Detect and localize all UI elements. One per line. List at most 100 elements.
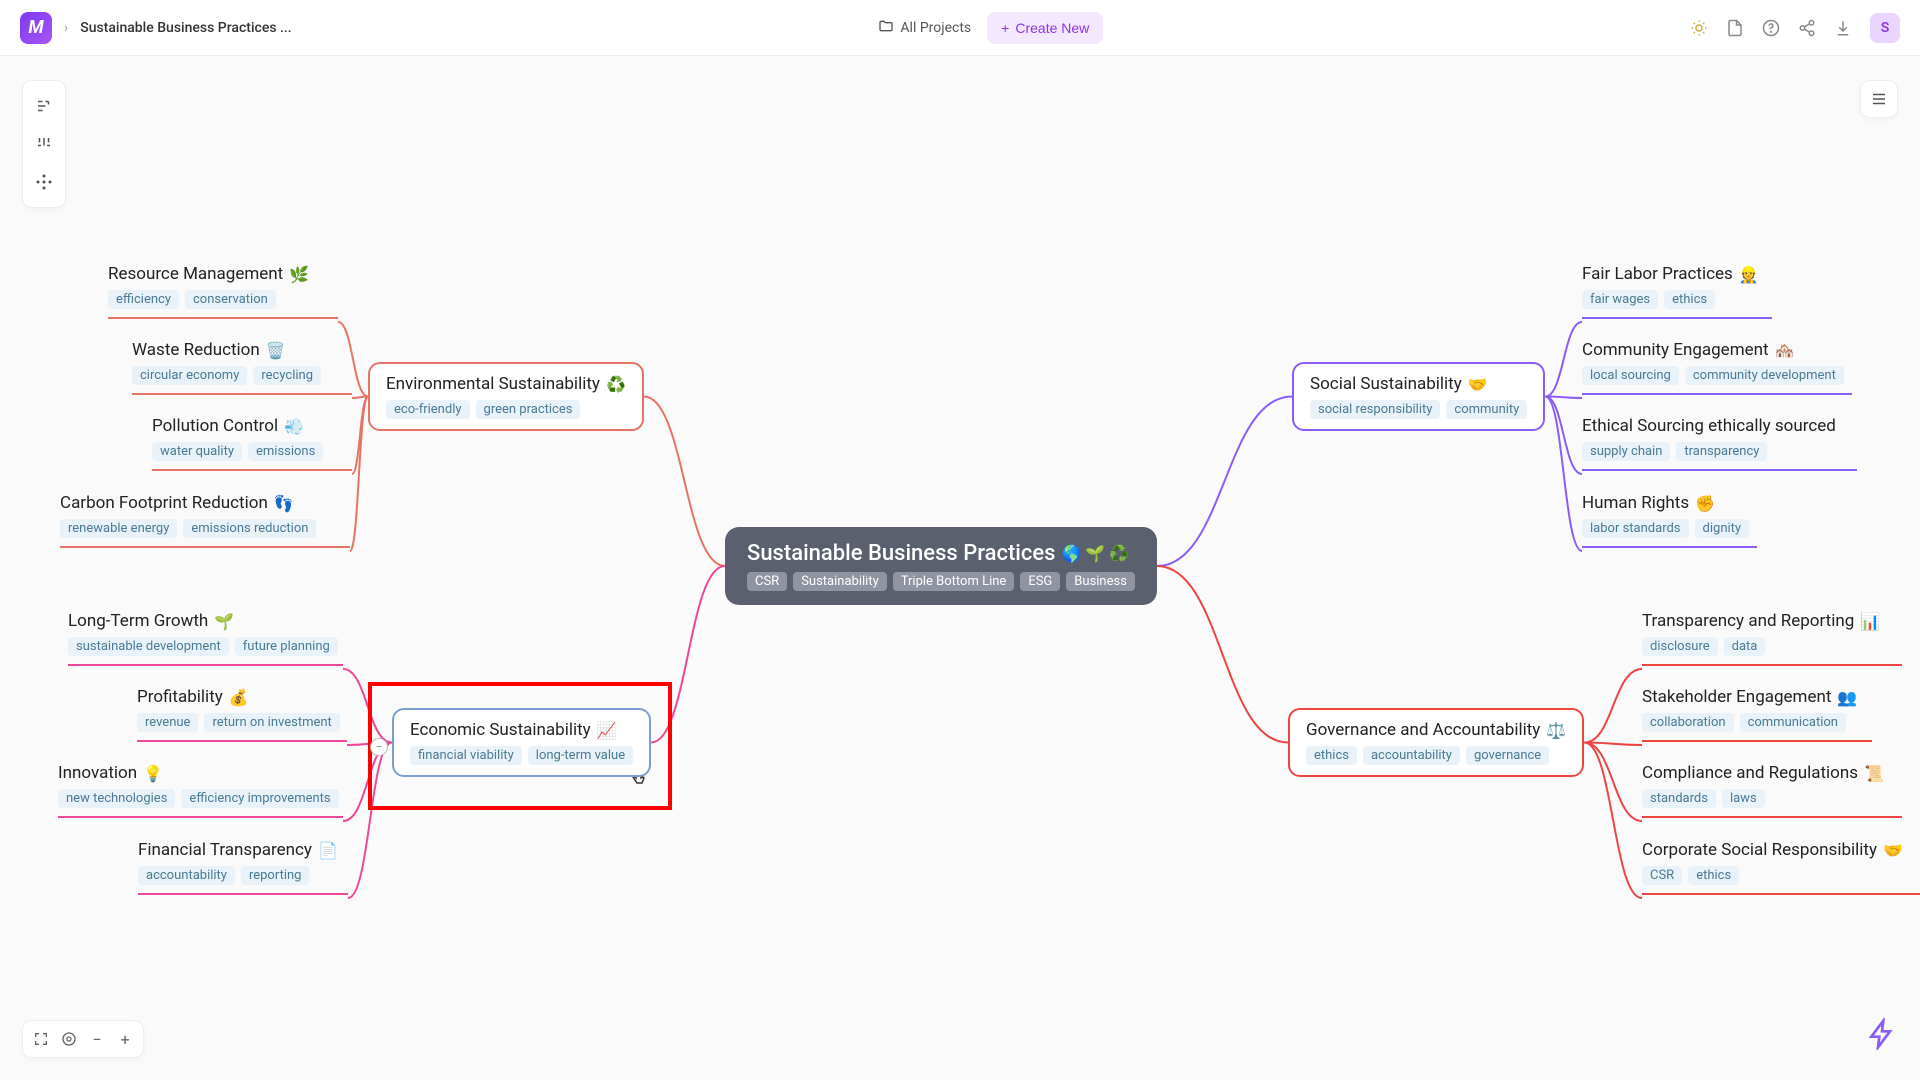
tag: laws bbox=[1722, 789, 1765, 808]
tag: circular economy bbox=[132, 366, 247, 385]
tag: recycling bbox=[253, 366, 321, 385]
tag: CSR bbox=[1642, 866, 1682, 885]
leaf-title: Corporate Social Responsibility bbox=[1642, 840, 1877, 860]
leaf-node[interactable]: Profitability💰revenuereturn on investmen… bbox=[137, 683, 347, 746]
tag: Triple Bottom Line bbox=[893, 572, 1015, 591]
header-right: S bbox=[1690, 13, 1900, 43]
leaf-divider bbox=[1642, 740, 1872, 742]
leaf-emoji: 💰 bbox=[229, 688, 249, 707]
leaf-tags: disclosure data bbox=[1642, 637, 1902, 656]
branch-emoji: 🤝 bbox=[1468, 375, 1488, 394]
tag: collaboration bbox=[1642, 713, 1734, 732]
leaf-node[interactable]: Fair Labor Practices👷fair wagesethics bbox=[1582, 260, 1772, 323]
leaf-node[interactable]: Waste Reduction🗑️circular economyrecycli… bbox=[132, 336, 352, 399]
branch-title: Economic Sustainability bbox=[410, 720, 591, 740]
leaf-node[interactable]: Compliance and Regulations📜standardslaws bbox=[1642, 759, 1902, 822]
tag: governance bbox=[1466, 746, 1549, 765]
leaf-node[interactable]: Long-Term Growth🌱sustainable development… bbox=[68, 607, 343, 670]
branch-node-social[interactable]: Social Sustainability 🤝 social responsibil… bbox=[1292, 362, 1545, 431]
leaf-title: Resource Management bbox=[108, 264, 283, 284]
leaf-node[interactable]: Ethical Sourcing ethically sourcedsupply… bbox=[1582, 412, 1857, 475]
leaf-divider bbox=[1582, 317, 1772, 319]
leaf-tags: sustainable developmentfuture planning bbox=[68, 637, 343, 656]
branch-node-gov[interactable]: Governance and Accountability⚖️ethicsacc… bbox=[1288, 708, 1584, 777]
leaf-tags: water qualityemissions bbox=[152, 442, 352, 461]
branch-title: Social Sustainability bbox=[1310, 374, 1462, 394]
tag: financial viability bbox=[410, 746, 522, 765]
help-icon[interactable] bbox=[1762, 19, 1780, 37]
leaf-title: Human Rights bbox=[1582, 493, 1689, 513]
tag: social responsibility bbox=[1310, 400, 1440, 419]
leaf-node[interactable]: Transparency and Reporting📊disclosuredat… bbox=[1642, 607, 1902, 670]
leaf-emoji: 🏘️ bbox=[1775, 341, 1795, 360]
create-new-button[interactable]: + Create New bbox=[987, 12, 1103, 44]
leaf-node[interactable]: Pollution Control💨water qualityemissions bbox=[152, 412, 352, 475]
tag: Sustainability bbox=[793, 572, 887, 591]
leaf-divider bbox=[1582, 546, 1757, 548]
leaf-tags: standardslaws bbox=[1642, 789, 1902, 808]
leaf-divider bbox=[60, 546, 350, 548]
leaf-node[interactable]: Community Engagement🏘️local sourcingcomm… bbox=[1582, 336, 1852, 399]
tag: labor standards bbox=[1582, 519, 1689, 538]
header-center: All Projects + Create New bbox=[878, 12, 1103, 44]
tag: green practices bbox=[476, 400, 581, 419]
leaf-divider bbox=[1582, 469, 1857, 471]
header-left: M › Sustainable Business Practices ... bbox=[20, 12, 292, 44]
tag: Business bbox=[1066, 572, 1135, 591]
leaf-node[interactable]: Resource Management🌿efficiencyconservati… bbox=[108, 260, 338, 323]
leaf-divider bbox=[68, 664, 343, 666]
tag: data bbox=[1724, 637, 1766, 656]
branch-tags: social responsibilitycommunity bbox=[1310, 400, 1527, 419]
center-button[interactable] bbox=[55, 1025, 83, 1053]
leaf-tags: local sourcingcommunity development bbox=[1582, 366, 1852, 385]
tag: communication bbox=[1740, 713, 1846, 732]
leaf-divider bbox=[138, 893, 348, 895]
fullscreen-button[interactable] bbox=[27, 1025, 55, 1053]
leaf-node[interactable]: Human Rights✊labor standardsdignity bbox=[1582, 489, 1757, 552]
leaf-node[interactable]: Innovation💡new technologiesefficiency im… bbox=[58, 759, 343, 822]
leaf-node[interactable]: Carbon Footprint Reduction👣renewable ene… bbox=[60, 489, 350, 552]
leaf-emoji: 🌿 bbox=[289, 265, 309, 284]
tag: future planning bbox=[235, 637, 338, 656]
tag: fair wages bbox=[1582, 290, 1658, 309]
doc-title[interactable]: Sustainable Business Practices ... bbox=[80, 20, 291, 36]
leaf-node[interactable]: Corporate Social Responsibility🤝CSRethic… bbox=[1642, 836, 1920, 899]
user-avatar[interactable]: S bbox=[1870, 13, 1900, 43]
leaf-emoji: ✊ bbox=[1695, 494, 1715, 513]
app-logo[interactable]: M bbox=[20, 12, 52, 44]
breadcrumb-sep: › bbox=[64, 20, 68, 36]
leaf-tags: CSRethics bbox=[1642, 866, 1920, 885]
zoom-in-button[interactable]: + bbox=[111, 1025, 139, 1053]
tag: disclosure bbox=[1642, 637, 1718, 656]
leaf-divider bbox=[132, 393, 352, 395]
bolt-icon[interactable] bbox=[1866, 1018, 1898, 1058]
leaf-tags: accountabilityreporting bbox=[138, 866, 348, 885]
theme-icon[interactable] bbox=[1690, 19, 1708, 37]
branch-title: Governance and Accountability bbox=[1306, 720, 1540, 740]
branch-emoji: ♻️ bbox=[606, 375, 626, 394]
collapse-handle[interactable]: − bbox=[370, 738, 388, 756]
branch-node-env[interactable]: Environmental Sustainability♻️eco-friend… bbox=[368, 362, 644, 431]
root-node[interactable]: Sustainable Business Practices 🌎 🌱 ♻️ CS… bbox=[725, 527, 1157, 605]
document-icon[interactable] bbox=[1726, 19, 1744, 37]
leaf-divider bbox=[1642, 664, 1902, 666]
tag: accountability bbox=[138, 866, 235, 885]
tag: ethics bbox=[1306, 746, 1357, 765]
leaf-tags: supply chaintransparency bbox=[1582, 442, 1857, 461]
all-projects-label: All Projects bbox=[900, 20, 971, 36]
all-projects-link[interactable]: All Projects bbox=[878, 18, 971, 38]
root-tags: CSRSustainabilityTriple Bottom LineESGBu… bbox=[747, 572, 1135, 591]
leaf-node[interactable]: Financial Transparency📄accountabilityrep… bbox=[138, 836, 348, 899]
share-icon[interactable] bbox=[1798, 19, 1816, 37]
header: M › Sustainable Business Practices ... A… bbox=[0, 0, 1920, 56]
leaf-title: Financial Transparency bbox=[138, 840, 312, 860]
leaf-node[interactable]: Stakeholder Engagement👥collaborationcomm… bbox=[1642, 683, 1872, 746]
download-icon[interactable] bbox=[1834, 19, 1852, 37]
leaf-emoji: 🌱 bbox=[214, 612, 234, 631]
tag: conservation bbox=[185, 290, 276, 309]
branch-node-econ[interactable]: Economic Sustainability📈financial viabil… bbox=[392, 708, 651, 777]
folder-icon bbox=[878, 18, 894, 38]
leaf-emoji: 👣 bbox=[274, 494, 294, 513]
mindmap-canvas[interactable]: Sustainable Business Practices 🌎 🌱 ♻️ CS… bbox=[0, 56, 1920, 1080]
zoom-out-button[interactable]: − bbox=[83, 1025, 111, 1053]
